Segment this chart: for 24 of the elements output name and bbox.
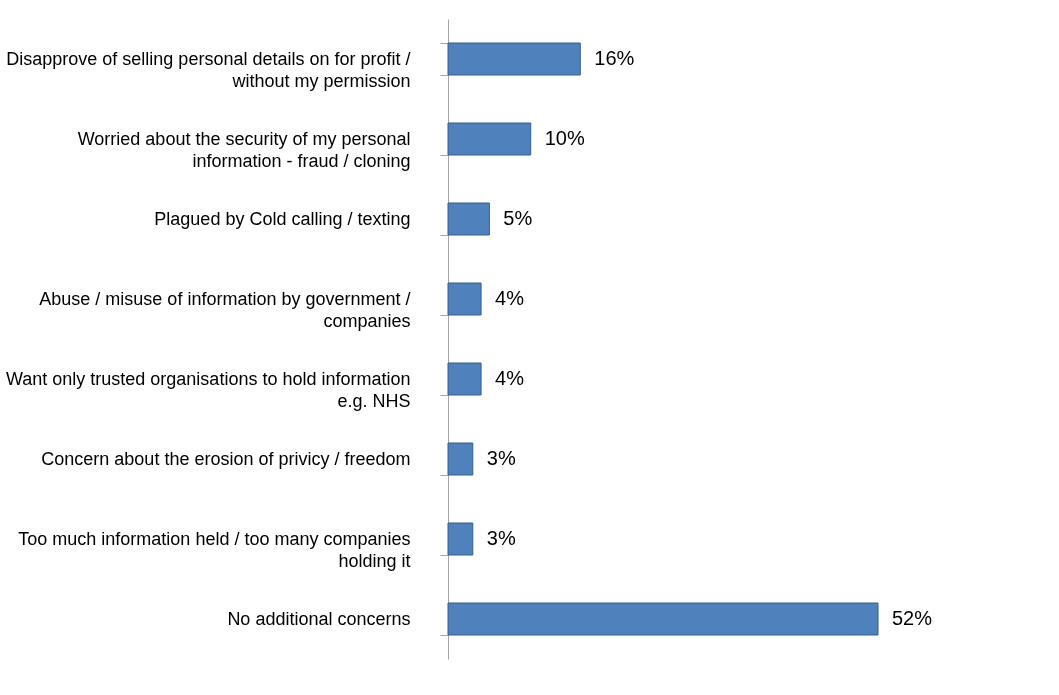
- bar: [447, 202, 490, 236]
- bar: [447, 122, 532, 156]
- bar: [447, 362, 482, 396]
- y-tick-label: No additional concerns: [227, 608, 411, 629]
- data-label: 52%: [892, 607, 933, 629]
- data-label: 3%: [486, 447, 516, 469]
- bar: [447, 602, 879, 636]
- data-label: 4%: [495, 367, 525, 389]
- data-label: 5%: [503, 207, 533, 229]
- bar: [447, 42, 581, 76]
- data-label: 10%: [544, 127, 585, 149]
- data-label: 16%: [594, 47, 635, 69]
- y-tick-label: Want only trusted organisations to hold information e.g. NHS: [5, 368, 411, 411]
- bar: [447, 442, 474, 476]
- bar: [447, 282, 482, 316]
- y-tick-label: Plagued by Cold calling / texting: [154, 208, 411, 229]
- y-tick-label: Disapprove of selling personal details on for profit / without my permission: [6, 48, 411, 91]
- data-label: 4%: [495, 287, 525, 309]
- y-tick-label: Abuse / misuse of information by government / companies: [39, 288, 411, 331]
- y-tick-label: Too much information held / too many companies holding it: [18, 528, 411, 571]
- y-tick-label: Concern about the erosion of privicy / freedom: [41, 448, 411, 469]
- data-label: 3%: [486, 527, 516, 549]
- y-tick-label: Worried about the security of my personal information - fraud / cloning: [77, 128, 411, 171]
- bar: [447, 522, 474, 556]
